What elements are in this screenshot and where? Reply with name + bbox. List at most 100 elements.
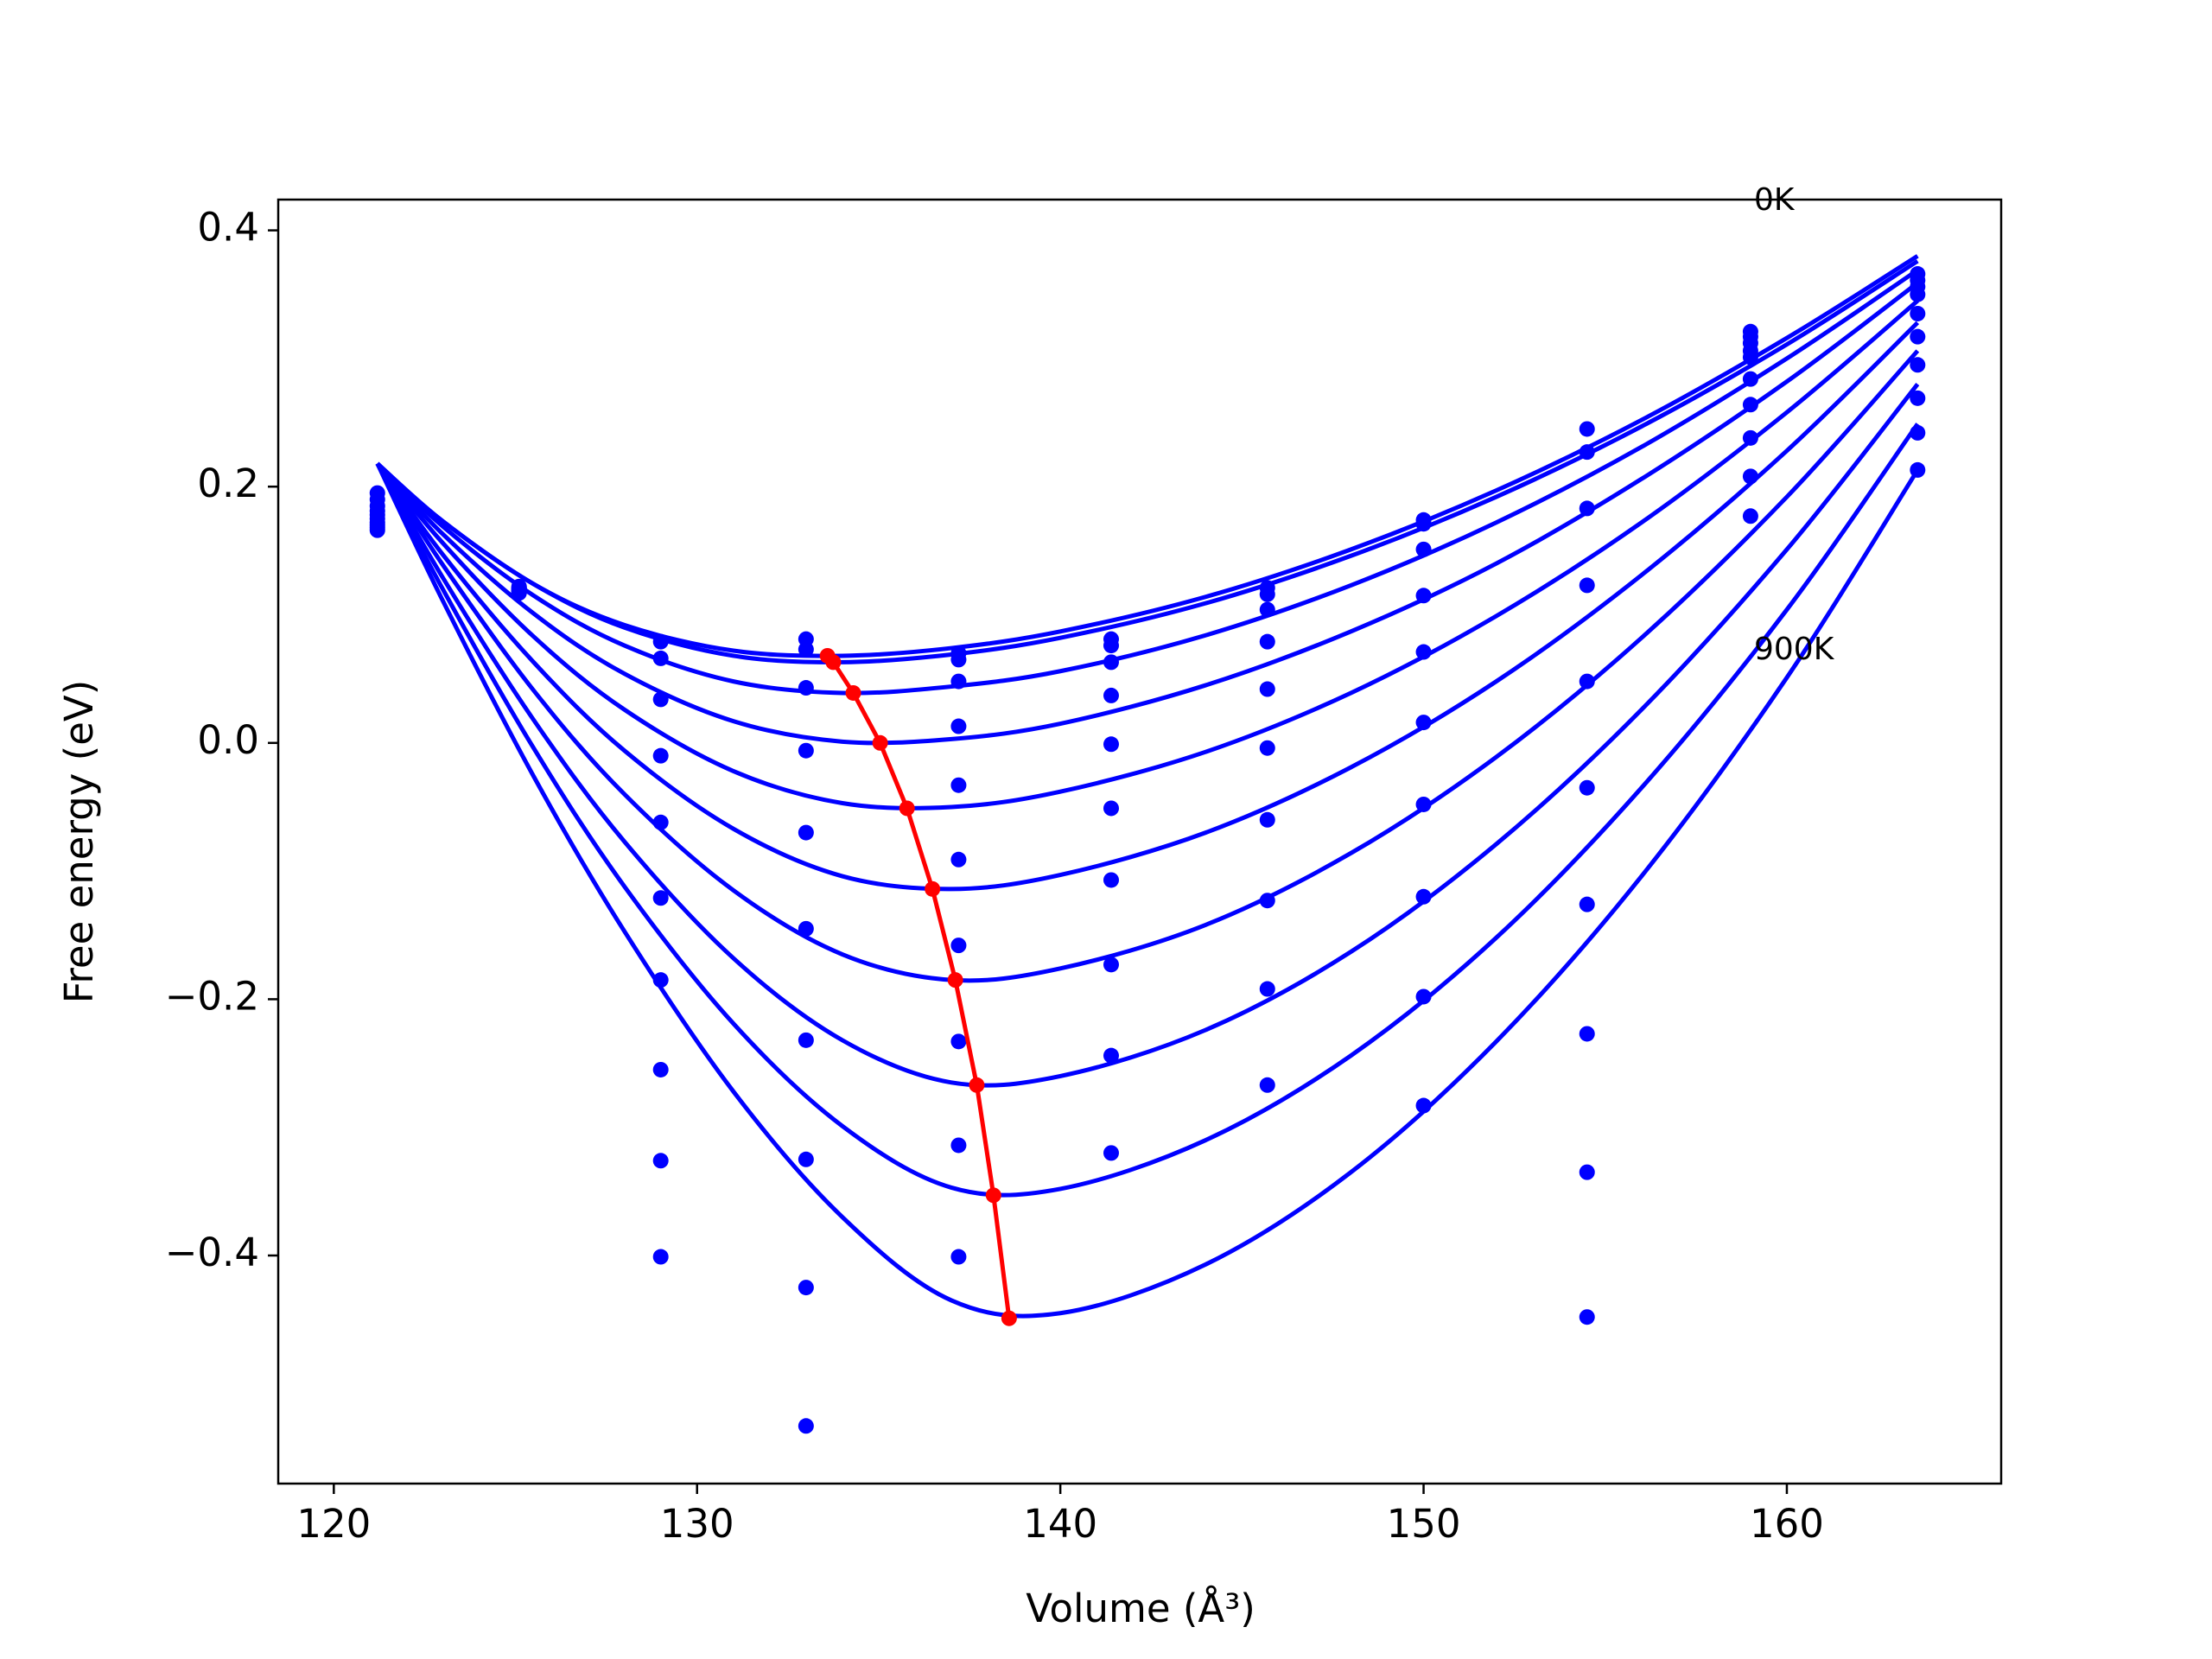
data-point bbox=[1415, 588, 1432, 604]
data-point bbox=[1259, 586, 1275, 602]
data-point bbox=[652, 1249, 669, 1265]
data-point bbox=[798, 920, 814, 937]
fit-curve bbox=[376, 268, 1919, 696]
data-point bbox=[798, 680, 814, 696]
y-tick-label: 0.2 bbox=[197, 461, 259, 506]
x-tick-label: 160 bbox=[1750, 1501, 1824, 1547]
data-point bbox=[1259, 681, 1275, 697]
y-tick-label: 0.0 bbox=[197, 717, 259, 763]
data-point bbox=[1415, 541, 1432, 557]
data-point bbox=[1259, 740, 1275, 756]
data-point bbox=[652, 890, 669, 906]
data-point bbox=[825, 654, 842, 671]
fit-curve bbox=[375, 383, 1920, 1088]
data-point bbox=[652, 814, 669, 830]
data-point bbox=[1103, 957, 1119, 973]
data-point bbox=[652, 1061, 669, 1077]
data-point bbox=[1103, 654, 1119, 671]
axes-frame bbox=[276, 198, 2003, 1485]
minimum-line bbox=[825, 654, 1012, 1319]
data-point bbox=[798, 641, 814, 658]
x-tick-label: 120 bbox=[296, 1501, 371, 1547]
data-point bbox=[872, 734, 888, 751]
data-point bbox=[985, 1187, 1001, 1204]
data-point bbox=[1579, 421, 1595, 437]
data-point bbox=[950, 652, 967, 668]
x-tick-label: 130 bbox=[660, 1501, 734, 1547]
data-point bbox=[652, 650, 669, 666]
data-point bbox=[1910, 390, 1926, 406]
data-point bbox=[969, 1077, 985, 1093]
data-point bbox=[798, 1151, 814, 1167]
fit-curve bbox=[375, 299, 1919, 810]
x-tick-label: 150 bbox=[1387, 1501, 1461, 1547]
data-point bbox=[1742, 429, 1758, 446]
fit-curve bbox=[375, 321, 1920, 892]
data-point bbox=[1910, 357, 1926, 373]
data-point bbox=[899, 800, 915, 817]
data-point bbox=[1415, 644, 1432, 660]
data-point bbox=[1579, 500, 1595, 517]
x-axis-label: Volume (Å³) bbox=[1026, 1586, 1255, 1631]
data-point bbox=[925, 880, 941, 897]
data-point bbox=[1910, 286, 1926, 302]
data-point bbox=[1001, 1310, 1017, 1326]
data-point bbox=[652, 1153, 669, 1169]
data-point bbox=[1415, 988, 1432, 1005]
data-point bbox=[1742, 371, 1758, 387]
data-point bbox=[1103, 736, 1119, 753]
data-point bbox=[652, 691, 669, 708]
fit-curve bbox=[376, 259, 1919, 664]
data-point bbox=[652, 747, 669, 764]
data-point bbox=[1415, 796, 1432, 812]
data-point bbox=[1910, 305, 1926, 321]
x-tick-label: 140 bbox=[1023, 1501, 1097, 1547]
data-point bbox=[1910, 328, 1926, 345]
data-point bbox=[1103, 1047, 1119, 1064]
data-point bbox=[1579, 577, 1595, 594]
data-point bbox=[1910, 461, 1926, 478]
y-tick-label: −0.2 bbox=[165, 973, 259, 1019]
data-point bbox=[950, 718, 967, 734]
data-point bbox=[369, 485, 385, 501]
data-point bbox=[652, 633, 669, 650]
data-point bbox=[1579, 673, 1595, 690]
fit-curve bbox=[375, 349, 1920, 983]
data-point bbox=[1579, 444, 1595, 461]
fit-curve bbox=[375, 281, 1919, 746]
data-point bbox=[950, 673, 967, 690]
data-point bbox=[1910, 424, 1926, 441]
data-point bbox=[1103, 872, 1119, 888]
data-point bbox=[1579, 896, 1595, 912]
data-point bbox=[1415, 516, 1432, 532]
data-point bbox=[1579, 1309, 1595, 1325]
data-point bbox=[1742, 397, 1758, 413]
data-point bbox=[947, 972, 963, 988]
data-point bbox=[950, 1249, 967, 1265]
data-point bbox=[1103, 800, 1119, 817]
data-point bbox=[652, 972, 669, 988]
data-point bbox=[798, 1418, 814, 1434]
fit-curve bbox=[375, 462, 1920, 1319]
data-point bbox=[798, 742, 814, 759]
data-point bbox=[1103, 1145, 1119, 1161]
fit-curve bbox=[375, 423, 1920, 1198]
data-point bbox=[1259, 601, 1275, 618]
y-tick-label: −0.4 bbox=[165, 1230, 259, 1275]
data-point bbox=[1742, 468, 1758, 485]
data-point bbox=[1415, 715, 1432, 731]
data-point bbox=[1259, 811, 1275, 828]
data-point bbox=[1259, 1077, 1275, 1093]
data-point bbox=[798, 824, 814, 841]
data-point bbox=[950, 777, 967, 793]
data-point bbox=[1415, 1097, 1432, 1114]
data-point bbox=[1259, 893, 1275, 909]
data-point bbox=[1579, 779, 1595, 796]
data-point bbox=[950, 1137, 967, 1154]
data-point bbox=[1415, 888, 1432, 905]
data-point bbox=[950, 938, 967, 954]
data-point bbox=[1259, 633, 1275, 650]
plot-area bbox=[369, 254, 1926, 1434]
data-point bbox=[845, 684, 861, 701]
y-axis-label: Free energy (eV) bbox=[56, 680, 102, 1003]
